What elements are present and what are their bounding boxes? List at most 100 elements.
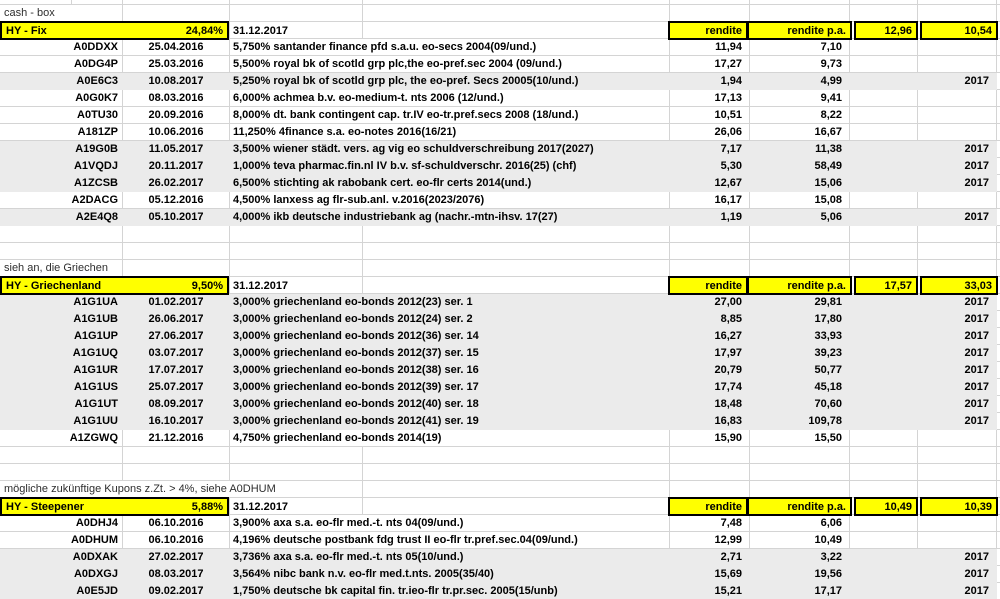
rendite-pa-cell[interactable]: 10,49 [750, 532, 850, 549]
empty-cell[interactable] [750, 5, 850, 22]
rendite-pa-cell[interactable]: 9,73 [750, 56, 850, 73]
empty-cell[interactable] [850, 260, 918, 277]
empty-cell[interactable] [750, 260, 850, 277]
purchase-date-cell[interactable]: 09.02.2017 [123, 583, 230, 599]
empty-cell[interactable] [850, 345, 918, 362]
section-date[interactable]: 31.12.2017 [233, 500, 289, 513]
bond-description-cell[interactable]: 3,000% griechenland eo-bonds 2012(41) se… [230, 413, 670, 430]
rendite-pa-column-header[interactable]: rendite p.a. [787, 24, 846, 37]
bond-id-cell[interactable]: A0E6C3 [0, 73, 123, 90]
empty-cell[interactable] [850, 328, 918, 345]
bond-description-cell[interactable]: 3,000% griechenland eo-bonds 2012(23) se… [230, 294, 670, 311]
empty-cell[interactable] [850, 413, 918, 430]
year-cell[interactable]: 2017 [918, 328, 997, 345]
rendite-cell[interactable]: 15,69 [670, 566, 750, 583]
year-cell[interactable] [918, 430, 997, 447]
rendite-cell[interactable]: 17,27 [670, 56, 750, 73]
purchase-date-cell[interactable]: 25.03.2016 [123, 56, 230, 73]
rendite-pa-cell[interactable]: 3,22 [750, 549, 850, 566]
section-stat-2[interactable]: 10,39 [920, 497, 998, 516]
rendite-cell[interactable]: 16,83 [670, 413, 750, 430]
rendite-pa-cell[interactable]: 15,50 [750, 430, 850, 447]
rendite-pa-cell[interactable]: 39,23 [750, 345, 850, 362]
empty-cell[interactable] [670, 243, 750, 260]
rendite-cell[interactable]: 12,67 [670, 175, 750, 192]
empty-cell[interactable] [670, 260, 750, 277]
rendite-pa-cell[interactable]: 6,06 [750, 515, 850, 532]
rendite-pa-cell[interactable]: 7,10 [750, 39, 850, 56]
purchase-date-cell[interactable]: 05.10.2017 [123, 209, 230, 226]
rendite-cell[interactable]: 17,97 [670, 345, 750, 362]
empty-cell[interactable] [363, 260, 670, 277]
year-cell[interactable] [918, 124, 997, 141]
empty-cell[interactable] [918, 260, 997, 277]
empty-cell[interactable] [0, 0, 72, 5]
bond-description-cell[interactable]: 3,000% griechenland eo-bonds 2012(37) se… [230, 345, 670, 362]
empty-cell[interactable] [850, 209, 918, 226]
rendite-column-header[interactable]: rendite [670, 278, 749, 293]
bond-id-cell[interactable]: A19G0B [0, 141, 123, 158]
empty-cell[interactable] [363, 464, 670, 481]
empty-cell[interactable] [850, 566, 918, 583]
bond-description-cell[interactable]: 5,750% santander finance pfd s.a.u. eo-s… [230, 39, 670, 56]
rendite-pa-cell[interactable]: 33,93 [750, 328, 850, 345]
empty-cell[interactable] [123, 243, 230, 260]
rendite-column-header[interactable]: rendite [670, 23, 749, 38]
year-cell[interactable] [918, 192, 997, 209]
bond-description-cell[interactable]: 5,500% royal bk of scotld grp plc,the eo… [230, 56, 670, 73]
purchase-date-cell[interactable]: 03.07.2017 [123, 345, 230, 362]
year-cell[interactable]: 2017 [918, 209, 997, 226]
year-cell[interactable]: 2017 [918, 175, 997, 192]
year-cell[interactable]: 2017 [918, 583, 997, 599]
purchase-date-cell[interactable]: 17.07.2017 [123, 362, 230, 379]
rendite-pa-cell[interactable]: 45,18 [750, 379, 850, 396]
empty-cell[interactable] [230, 22, 363, 39]
purchase-date-cell[interactable]: 20.09.2016 [123, 107, 230, 124]
year-cell[interactable]: 2017 [918, 311, 997, 328]
purchase-date-cell[interactable]: 26.06.2017 [123, 311, 230, 328]
rendite-cell[interactable]: 8,85 [670, 311, 750, 328]
empty-cell[interactable] [850, 549, 918, 566]
year-cell[interactable]: 2017 [918, 549, 997, 566]
bond-description-cell[interactable]: 3,000% griechenland eo-bonds 2012(38) se… [230, 362, 670, 379]
empty-cell[interactable] [230, 226, 363, 243]
rendite-cell[interactable]: 1,19 [670, 209, 750, 226]
year-cell[interactable] [918, 56, 997, 73]
purchase-date-cell[interactable]: 27.02.2017 [123, 549, 230, 566]
empty-cell[interactable] [850, 226, 918, 243]
empty-cell[interactable] [918, 226, 997, 243]
empty-cell[interactable] [750, 243, 850, 260]
section-stat-1[interactable]: 12,96 [854, 21, 918, 40]
section-title-cell[interactable]: HY - Fix 24,84% [0, 21, 229, 40]
empty-cell[interactable] [850, 192, 918, 209]
empty-cell[interactable] [850, 481, 918, 498]
empty-cell[interactable] [850, 362, 918, 379]
empty-cell[interactable] [123, 447, 230, 464]
empty-cell[interactable] [230, 498, 363, 515]
empty-cell[interactable] [363, 0, 670, 5]
purchase-date-cell[interactable]: 11.05.2017 [123, 141, 230, 158]
empty-cell[interactable] [230, 481, 363, 498]
empty-cell[interactable] [123, 5, 230, 22]
rendite-cell[interactable]: 11,94 [670, 39, 750, 56]
year-cell[interactable] [918, 532, 997, 549]
purchase-date-cell[interactable]: 08.03.2016 [123, 90, 230, 107]
year-cell[interactable] [918, 39, 997, 56]
empty-cell[interactable] [850, 0, 918, 5]
empty-cell[interactable] [850, 56, 918, 73]
purchase-date-cell[interactable]: 08.09.2017 [123, 396, 230, 413]
bond-id-cell[interactable]: A0DDXX [0, 39, 123, 56]
rendite-pa-cell[interactable]: 58,49 [750, 158, 850, 175]
bond-id-cell[interactable]: A1G1UR [0, 362, 123, 379]
rendite-pa-cell[interactable]: 17,80 [750, 311, 850, 328]
bond-id-cell[interactable]: A1G1UT [0, 396, 123, 413]
year-cell[interactable]: 2017 [918, 141, 997, 158]
section-stat-2[interactable]: 33,03 [920, 276, 998, 295]
empty-cell[interactable] [670, 226, 750, 243]
bond-description-cell[interactable]: 6,000% achmea b.v. eo-medium-t. nts 2006… [230, 90, 670, 107]
year-cell[interactable]: 2017 [918, 294, 997, 311]
bond-description-cell[interactable]: 3,900% axa s.a. eo-flr med.-t. nts 04(09… [230, 515, 670, 532]
empty-cell[interactable] [670, 5, 750, 22]
rendite-cell[interactable]: 5,30 [670, 158, 750, 175]
empty-cell[interactable] [850, 294, 918, 311]
